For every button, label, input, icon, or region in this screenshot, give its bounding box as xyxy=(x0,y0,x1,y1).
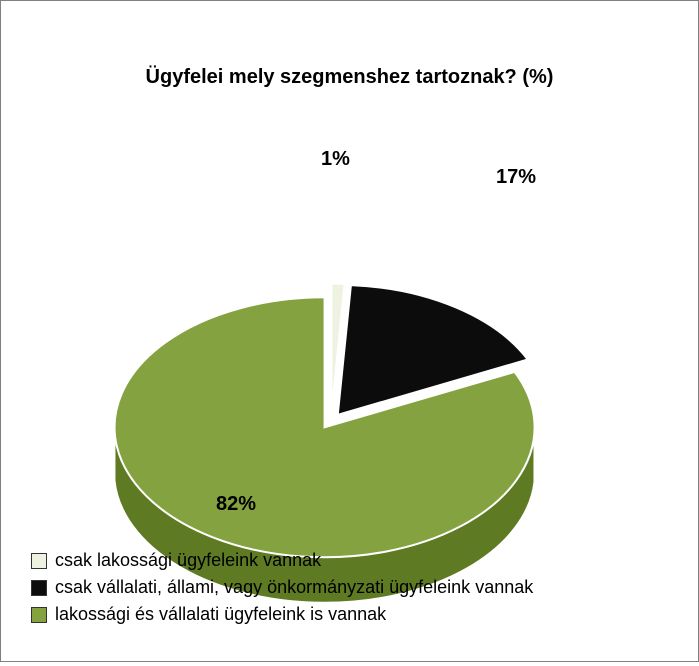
legend-swatch-0 xyxy=(31,553,47,569)
legend-text-2: lakossági és vállalati ügyfeleink is van… xyxy=(55,604,386,625)
slice-label-1: 17% xyxy=(496,166,536,189)
legend-item-0: csak lakossági ügyfeleink vannak xyxy=(31,550,533,571)
pie-chart xyxy=(1,121,699,521)
slice-label-2: 82% xyxy=(216,493,256,516)
slice-label-0: 1% xyxy=(321,148,350,171)
legend-item-1: csak vállalati, állami, vagy önkormányza… xyxy=(31,577,533,598)
legend-text-1: csak vállalati, állami, vagy önkormányza… xyxy=(55,577,533,598)
legend: csak lakossági ügyfeleink vannak csak vá… xyxy=(31,544,533,631)
legend-swatch-1 xyxy=(31,580,47,596)
chart-frame: Ügyfelei mely szegmenshez tartoznak? (%)… xyxy=(0,0,699,662)
legend-text-0: csak lakossági ügyfeleink vannak xyxy=(55,550,321,571)
legend-swatch-2 xyxy=(31,607,47,623)
legend-item-2: lakossági és vállalati ügyfeleink is van… xyxy=(31,604,533,625)
chart-title: Ügyfelei mely szegmenshez tartoznak? (%) xyxy=(1,66,698,89)
